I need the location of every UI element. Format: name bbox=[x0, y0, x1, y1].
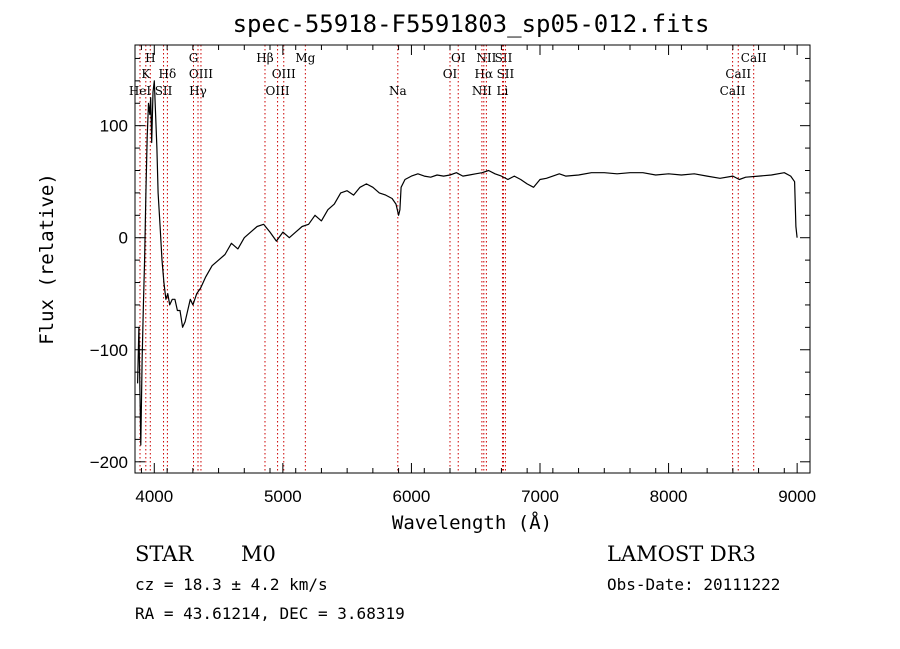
line-marker-label: H bbox=[145, 51, 155, 65]
line-marker-label: Mg bbox=[295, 51, 315, 65]
object-class: STAR bbox=[135, 542, 194, 566]
survey-name: LAMOST DR3 bbox=[607, 542, 756, 566]
x-tick-label: 5000 bbox=[264, 487, 302, 506]
chart-title: spec-55918-F5591803_sp05-012.fits bbox=[233, 10, 710, 38]
plot-frame bbox=[134, 44, 811, 474]
object-subclass: M0 bbox=[241, 542, 276, 566]
line-marker-label: Hα bbox=[475, 67, 494, 81]
observation-date: Obs-Date: 20111222 bbox=[607, 575, 780, 594]
y-tick-label: 100 bbox=[100, 117, 128, 136]
y-axis-label: Flux (relative) bbox=[36, 173, 58, 345]
redshift-text: cz = 18.3 ± 4.2 km/s bbox=[135, 575, 328, 594]
line-marker-label: OIII bbox=[189, 67, 213, 81]
coordinates-text: RA = 43.61214, DEC = 3.68319 bbox=[135, 604, 405, 623]
line-marker-label: OIII bbox=[266, 84, 290, 98]
line-marker-label: Hγ bbox=[189, 84, 207, 98]
spectrum-line bbox=[137, 80, 798, 446]
line-marker-label: CaII bbox=[725, 67, 751, 81]
x-tick-label: 9000 bbox=[778, 487, 816, 506]
line-marker-label: CaII bbox=[741, 51, 767, 65]
series-layer bbox=[137, 80, 798, 446]
y-tick-label: 0 bbox=[119, 229, 128, 248]
line-marker-label: NII bbox=[472, 84, 492, 98]
line-marker-label: OIII bbox=[272, 67, 296, 81]
line-marker-label: SII bbox=[495, 51, 513, 65]
line-marker-label: SII bbox=[497, 67, 515, 81]
line-marker-label: OI bbox=[443, 67, 458, 81]
x-tick-label: 7000 bbox=[521, 487, 559, 506]
line-marker-label: OI bbox=[451, 51, 466, 65]
line-marker-label: Hβ bbox=[256, 51, 273, 65]
x-tick-label: 4000 bbox=[135, 487, 173, 506]
line-marker-label: G bbox=[189, 51, 199, 65]
line-marker-label: Li bbox=[497, 84, 509, 98]
line-marker-label: CaII bbox=[720, 84, 746, 98]
line-marker-label: SII bbox=[155, 84, 173, 98]
y-tick-label: −100 bbox=[90, 341, 128, 360]
line-marker-label: NII bbox=[476, 51, 496, 65]
line-marker-label: Na bbox=[389, 84, 407, 98]
x-axis-label: Wavelength (Å) bbox=[392, 511, 552, 534]
line-marker-label: K bbox=[141, 67, 151, 81]
x-tick-label: 8000 bbox=[650, 487, 688, 506]
line-marker-label: Hδ bbox=[159, 67, 177, 81]
y-tick-label: −200 bbox=[90, 453, 128, 472]
line-marker-label: HeI bbox=[129, 84, 152, 98]
x-axis: 4000 5000 6000 7000 8000 9000 bbox=[135, 45, 816, 506]
x-tick-label: 6000 bbox=[393, 487, 431, 506]
y-axis: 100 0 −100 −200 bbox=[90, 57, 810, 472]
